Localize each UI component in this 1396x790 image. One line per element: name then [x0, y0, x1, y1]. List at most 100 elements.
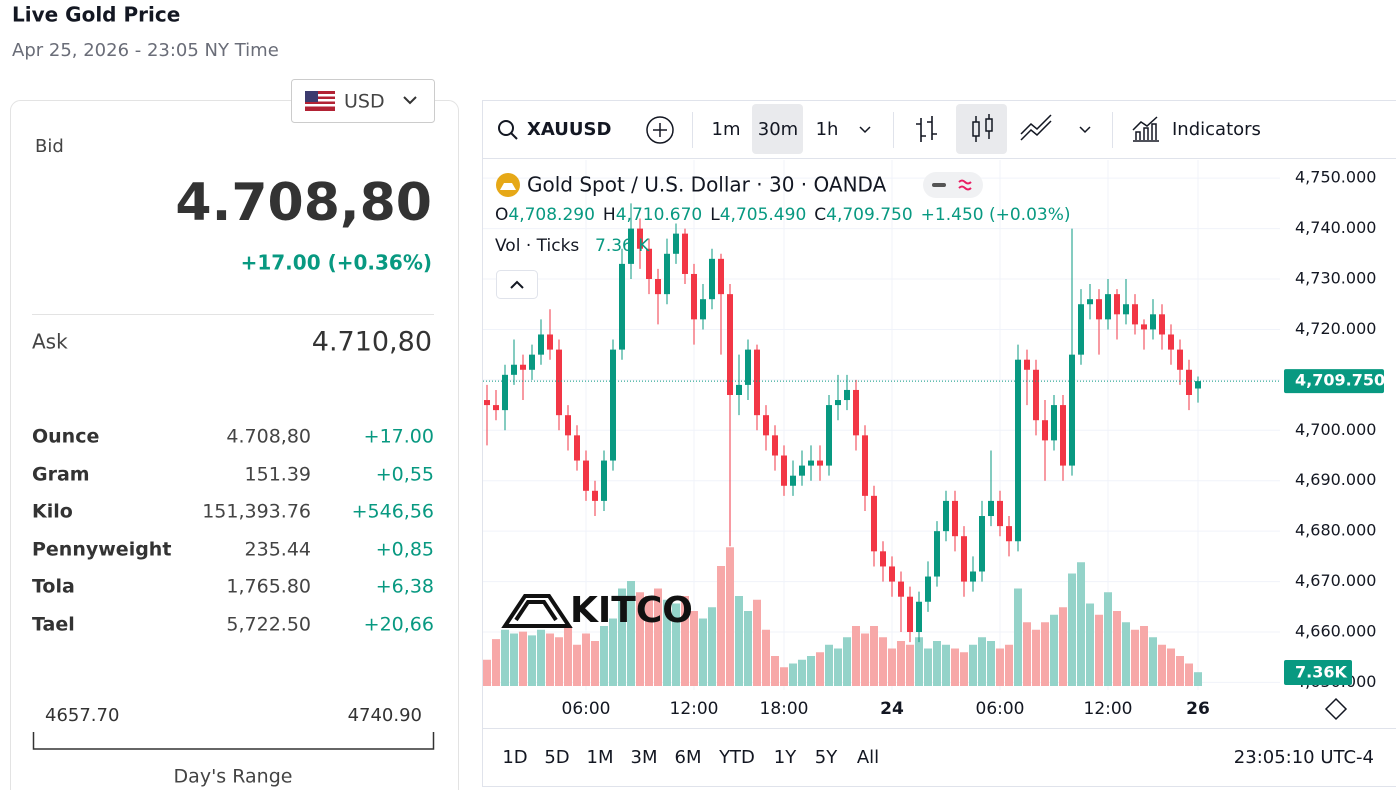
- volume-bar: [1194, 672, 1202, 686]
- volume-bar: [627, 581, 635, 686]
- ask-price: 4.710,80: [312, 327, 432, 358]
- candle-body: [718, 258, 724, 295]
- candle-body: [835, 400, 841, 406]
- range-button[interactable]: 1D: [502, 747, 527, 768]
- currency-select[interactable]: [291, 79, 435, 123]
- candle-body: [745, 349, 751, 385]
- volume-bar: [1122, 622, 1130, 686]
- candle-body: [853, 389, 859, 436]
- candle-body: [907, 596, 913, 633]
- volume-bar: [789, 663, 797, 686]
- candle-body: [493, 405, 499, 411]
- range-button[interactable]: 1M: [587, 747, 614, 768]
- candle-body: [511, 364, 517, 375]
- range-button[interactable]: 5Y: [815, 747, 838, 768]
- volume-bar: [600, 626, 608, 686]
- candle-body: [700, 299, 706, 320]
- candle-body: [565, 415, 571, 436]
- candle-body: [781, 455, 787, 486]
- candle-body: [916, 601, 922, 633]
- range-bar: [32, 732, 435, 750]
- candle-body: [844, 389, 850, 401]
- range-button[interactable]: 3M: [631, 747, 658, 768]
- range-button[interactable]: 6M: [675, 747, 702, 768]
- volume-bar: [672, 603, 680, 686]
- active-interval-bg: [752, 104, 803, 154]
- indicators-icon[interactable]: [1132, 116, 1159, 142]
- y-tick-label: 4,700.000: [1295, 420, 1376, 439]
- candle-body: [628, 228, 634, 264]
- range-button[interactable]: YTD: [718, 747, 755, 768]
- volume-bar: [771, 656, 779, 686]
- candle-body: [1114, 294, 1120, 315]
- compare-button[interactable]: [646, 116, 674, 144]
- volume-bar: [1176, 656, 1184, 686]
- candles-icon[interactable]: [972, 114, 993, 142]
- candle-body: [997, 500, 1003, 527]
- candle-body: [1087, 299, 1093, 305]
- bid-price: 4.708,80: [175, 173, 432, 233]
- range-button[interactable]: 1Y: [774, 747, 797, 768]
- candle-body: [610, 349, 616, 461]
- candle-body: [1060, 405, 1066, 466]
- settings-icon[interactable]: [1324, 697, 1348, 721]
- volume-bar: [690, 611, 698, 686]
- volume-bar: [636, 592, 644, 686]
- unit-change: +6,38: [376, 576, 434, 598]
- volume-bar: [582, 633, 590, 686]
- volume-bar: [843, 637, 851, 686]
- volume-bar: [501, 629, 509, 686]
- candle-body: [1141, 324, 1147, 330]
- volume-bar: [807, 656, 815, 686]
- ohlc-value: 4,708.290: [508, 205, 595, 225]
- candle-body: [979, 516, 985, 572]
- candle-body: [1069, 354, 1075, 466]
- search-icon[interactable]: [498, 120, 518, 140]
- interval-button[interactable]: 1h: [816, 119, 839, 140]
- symbol[interactable]: XAUUSD: [527, 119, 611, 140]
- volume-bar: [1167, 648, 1175, 686]
- candle-body: [547, 334, 553, 350]
- status-icon: [958, 179, 972, 191]
- chevron[interactable]: [510, 280, 524, 289]
- volume-bar: [906, 644, 914, 686]
- interval-button[interactable]: 1m: [712, 119, 741, 140]
- candle-body: [529, 354, 535, 370]
- ohlc-value: 4,705.490: [720, 205, 807, 225]
- y-tick-label: 4,670.000: [1295, 571, 1376, 590]
- candle-body: [556, 349, 562, 416]
- range-button[interactable]: 5D: [544, 747, 569, 768]
- unit-change: +0,55: [376, 464, 434, 486]
- volume-bar: [699, 618, 707, 686]
- area-icon[interactable]: [1020, 114, 1052, 141]
- chevron[interactable]: [859, 126, 871, 134]
- status-pill: [923, 172, 983, 198]
- volume-bar: [915, 637, 923, 686]
- candle-body: [1096, 299, 1102, 320]
- unit-price: 4.708,80: [226, 426, 311, 448]
- volume-bar: [978, 637, 986, 686]
- volume-title: Vol · Ticks: [495, 236, 579, 256]
- chevron[interactable]: [1079, 126, 1091, 134]
- volume-bar: [537, 629, 545, 686]
- candle-body: [889, 566, 895, 582]
- candle-body: [1177, 349, 1183, 370]
- unit-name: Pennyweight: [32, 539, 171, 561]
- interval-button[interactable]: 30m: [758, 119, 798, 140]
- ohlc-key: O: [495, 205, 508, 225]
- candle-body: [538, 334, 544, 355]
- candle-body: [1186, 369, 1192, 395]
- volume-bar: [510, 633, 518, 686]
- candle-body: [808, 460, 814, 466]
- volume-bar: [942, 644, 950, 686]
- y-tick-label: 4,750.000: [1295, 168, 1376, 187]
- bars-icon[interactable]: [916, 116, 937, 142]
- collapse-button[interactable]: [496, 270, 538, 299]
- volume-bar: [546, 633, 554, 686]
- candle-body: [1078, 304, 1084, 355]
- indicators-button[interactable]: Indicators: [1172, 119, 1261, 140]
- range-button[interactable]: All: [857, 747, 879, 768]
- volume-bar: [573, 644, 581, 686]
- volume-bar: [717, 566, 725, 686]
- unit-name: Tola: [32, 576, 75, 598]
